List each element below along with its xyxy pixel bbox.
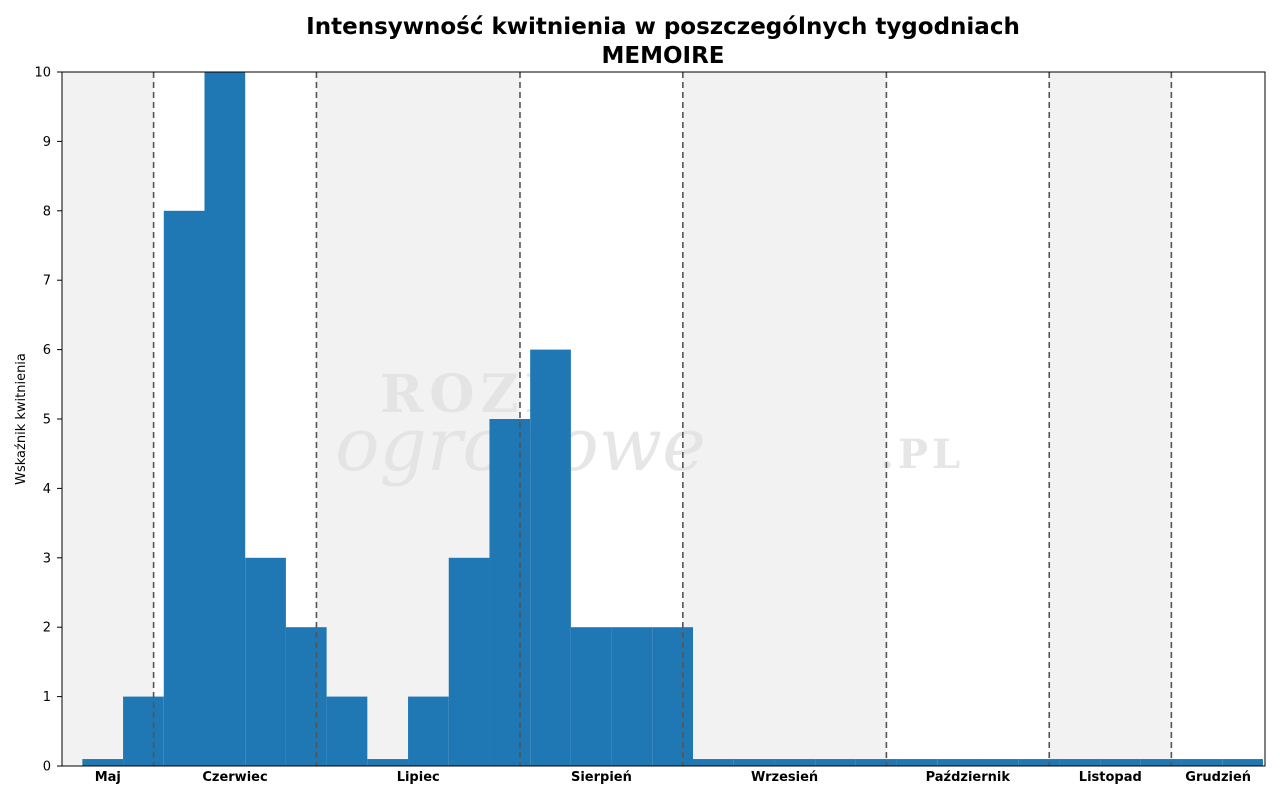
bar <box>855 759 897 766</box>
month-label: Wrzesień <box>751 770 818 785</box>
y-tick-label: 0 <box>43 760 51 775</box>
y-tick-label: 2 <box>43 621 51 636</box>
month-label: Lipiec <box>397 770 440 785</box>
bar <box>937 759 978 766</box>
bar <box>977 759 1019 766</box>
bar <box>326 696 368 766</box>
y-axis-ticks: 0 1 2 3 4 5 6 7 8 9 10 <box>34 66 62 775</box>
y-tick-label: 4 <box>43 482 51 497</box>
y-tick-label: 6 <box>43 343 51 358</box>
bar <box>123 696 164 766</box>
bar <box>896 759 938 766</box>
month-shading <box>62 72 1172 766</box>
y-axis-label: Wskaźnik kwitnienia <box>14 353 29 485</box>
bar <box>163 210 205 767</box>
bar <box>448 557 490 766</box>
bar <box>1018 759 1060 766</box>
month-label: Listopad <box>1079 770 1142 785</box>
y-tick-label: 10 <box>34 66 51 81</box>
month-label: Grudzień <box>1185 770 1251 785</box>
month-label: Sierpień <box>571 770 632 785</box>
bar <box>204 72 246 766</box>
bar <box>733 759 775 766</box>
month-dividers <box>152 72 1173 766</box>
bar <box>774 759 816 766</box>
month-shade <box>682 72 887 766</box>
month-label: Październik <box>926 770 1011 785</box>
month-shade <box>1049 72 1172 766</box>
y-tick-label: 9 <box>43 135 51 150</box>
bar <box>285 627 327 766</box>
month-label: Czerwiec <box>202 770 267 785</box>
bar <box>570 627 612 766</box>
y-tick-label: 1 <box>43 690 51 705</box>
bar <box>1059 759 1101 766</box>
bar <box>367 759 409 766</box>
month-label: Maj <box>95 770 121 785</box>
bar <box>408 696 449 766</box>
y-tick-label: 3 <box>43 551 51 566</box>
bar <box>1181 759 1223 766</box>
bar <box>815 759 856 766</box>
watermark-pl: .PL <box>880 431 964 478</box>
bar <box>652 627 694 766</box>
bar <box>693 759 734 766</box>
bar <box>1100 759 1141 766</box>
y-tick-label: 7 <box>43 274 51 289</box>
month-shade <box>62 72 154 766</box>
y-tick-label: 5 <box>43 413 51 428</box>
bars <box>82 72 1263 767</box>
chart-subtitle: MEMOIRE <box>601 43 724 69</box>
bar <box>82 759 124 766</box>
bar <box>611 627 653 766</box>
month-labels: Maj Czerwiec Lipiec Sierpień Wrzesień Paździe… <box>95 770 1251 785</box>
bar <box>1222 759 1263 766</box>
bar <box>1140 759 1182 766</box>
y-tick-label: 8 <box>43 204 51 219</box>
bar <box>489 419 531 766</box>
bar <box>530 349 571 766</box>
chart-title: Intensywność kwitnienia w poszczególnych… <box>306 14 1020 40</box>
bar <box>245 557 286 766</box>
